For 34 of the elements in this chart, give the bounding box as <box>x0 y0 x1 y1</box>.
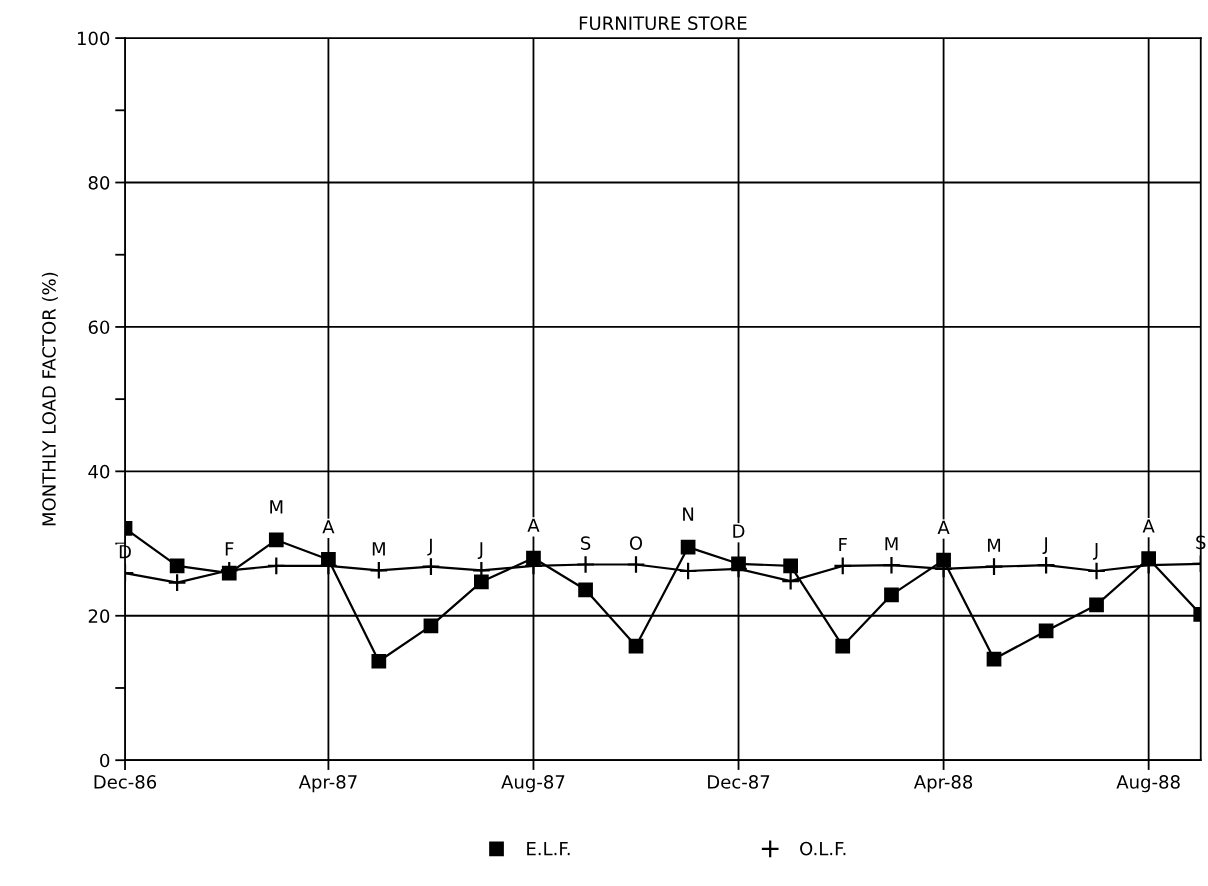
y-tick-label: 60 <box>88 320 110 335</box>
legend-label: E.L.F. <box>527 841 570 856</box>
annotation: M <box>885 537 898 551</box>
annotation: A <box>322 520 335 534</box>
x-tick-label: Aug-87 <box>501 775 565 793</box>
x-tick-label: Dec-87 <box>708 775 770 789</box>
y-tick-label: 40 <box>88 464 110 479</box>
x-tick-label: Apr-88 <box>913 775 973 793</box>
annotation: J <box>477 542 483 560</box>
annotation: J <box>1092 542 1098 560</box>
annotation: A <box>527 518 540 532</box>
annotation: D <box>733 524 745 538</box>
annotation: J <box>427 538 432 556</box>
y-tick-label: 80 <box>88 175 110 190</box>
x-tick-label: Dec-86 <box>94 775 157 789</box>
annotation: A <box>937 520 950 535</box>
y-tick-label: 0 <box>100 753 110 768</box>
annotation: N <box>683 507 694 521</box>
annotation: O <box>629 536 643 550</box>
y-axis-title: MONTHLY LOAD FACTOR (%) <box>41 272 58 526</box>
annotation: F <box>839 537 847 552</box>
annotation: M <box>372 542 385 556</box>
chart-title: FURNITURE STORE <box>579 16 747 31</box>
y-tick-label: 100 <box>77 31 110 46</box>
annotation: A <box>1142 519 1155 533</box>
x-tick-label: Aug-88 <box>1116 775 1180 793</box>
annotation: M <box>987 538 1001 552</box>
x-tick-label: Apr-87 <box>298 775 357 793</box>
y-tick-label: 20 <box>88 609 110 623</box>
annotation: M <box>270 500 283 514</box>
annotation: F <box>225 542 234 556</box>
legend-label: O.L.F. <box>800 841 846 856</box>
annotation: S <box>581 536 591 550</box>
annotation: J <box>1042 537 1048 554</box>
